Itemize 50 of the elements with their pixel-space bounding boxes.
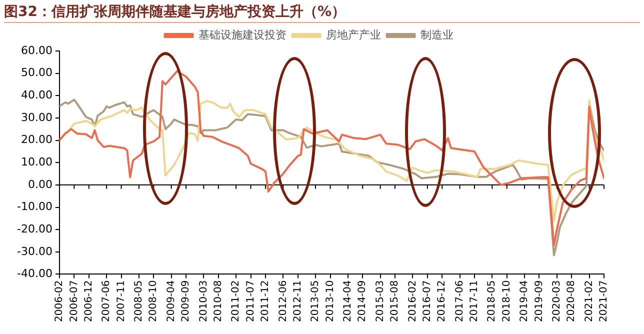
x-tick-label: 2008-05 bbox=[134, 280, 145, 322]
x-tick-label: 2015-03 bbox=[374, 280, 386, 322]
x-tick-label: 2021-07 bbox=[598, 280, 610, 322]
x-tick-label: 2017-11 bbox=[469, 280, 480, 322]
y-tick-label: -40.00 bbox=[16, 267, 52, 280]
y-tick-label: -30.00 bbox=[16, 244, 52, 258]
x-tick-label: 2019-04 bbox=[519, 280, 530, 322]
x-tick-label: 2017-06 bbox=[454, 280, 466, 322]
x-tick-label: 2014-04 bbox=[342, 280, 354, 322]
x-tick-label: 2007-11 bbox=[116, 280, 127, 322]
x-tick-label: 2009-04 bbox=[166, 280, 177, 322]
y-tick-label: 0.00 bbox=[28, 178, 52, 191]
x-tick-label: 2007-06 bbox=[101, 280, 112, 322]
y-tick-label: -20.00 bbox=[16, 222, 52, 236]
x-tick-label: 2009-09 bbox=[180, 280, 192, 322]
x-tick-label: 2020-03 bbox=[552, 280, 562, 322]
x-tick-label: 2011-02 bbox=[230, 280, 242, 322]
x-tick-label: 2015-08 bbox=[390, 280, 401, 322]
x-tick-label: 2008-10 bbox=[148, 280, 160, 322]
y-tick-label: 10.00 bbox=[20, 155, 52, 168]
legend-label: 基础设施建设投资 bbox=[198, 28, 286, 42]
x-tick-label: 2012-11 bbox=[292, 280, 304, 322]
x-tick-label: 2014-09 bbox=[357, 280, 368, 322]
legend-label: 房地产产业 bbox=[326, 28, 381, 42]
x-tick-label: 2011-12 bbox=[260, 280, 272, 322]
x-tick-label: 2016-07 bbox=[422, 280, 433, 322]
x-tick-label: 2013-10 bbox=[324, 280, 336, 322]
x-tick-label: 2011-07 bbox=[245, 280, 256, 322]
y-tick-label: -10.00 bbox=[16, 200, 52, 214]
x-tick-label: 2021-02 bbox=[584, 280, 595, 322]
y-tick-label: 20.00 bbox=[20, 133, 52, 146]
x-tick-label: 2006-02 bbox=[54, 280, 66, 322]
y-tick-label: 30.00 bbox=[20, 110, 52, 124]
x-tick-label: 2018-10 bbox=[501, 280, 512, 322]
legend-label: 制造业 bbox=[420, 28, 454, 42]
y-tick-label: 50.00 bbox=[20, 66, 52, 80]
x-tick-label: 2018-05 bbox=[486, 280, 498, 322]
x-tick-label: 2012-06 bbox=[278, 280, 289, 322]
x-tick-label: 2016-02 bbox=[407, 280, 418, 322]
x-tick-label: 2013-05 bbox=[310, 280, 322, 322]
y-tick-label: 40.00 bbox=[20, 88, 52, 102]
x-tick-label: 2010-08 bbox=[213, 280, 224, 322]
x-tick-label: 2016-12 bbox=[436, 280, 448, 322]
x-tick-label: 2006-12 bbox=[83, 280, 94, 322]
x-tick-label: 2006-07 bbox=[68, 280, 80, 322]
x-tick-label: 2020-08 bbox=[566, 280, 578, 322]
y-tick-label: 60.00 bbox=[20, 44, 52, 57]
chart-title: 图32：信用扩张周期伴随基建与房地产投资上升（%） bbox=[4, 3, 346, 21]
x-tick-label: 2019-09 bbox=[534, 280, 545, 322]
x-tick-label: 2010-03 bbox=[198, 280, 210, 322]
